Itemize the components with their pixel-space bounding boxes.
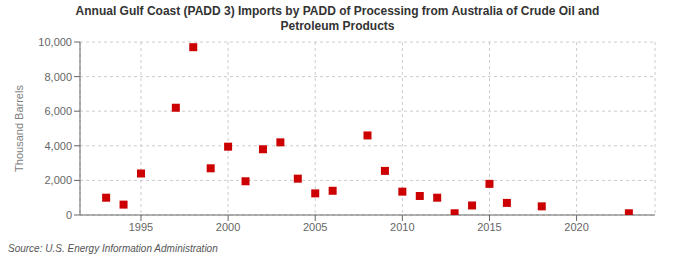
svg-text:Thousand Barrels: Thousand Barrels xyxy=(13,85,25,172)
svg-text:2020: 2020 xyxy=(564,221,588,233)
svg-text:0: 0 xyxy=(66,209,72,221)
svg-text:2015: 2015 xyxy=(477,221,501,233)
svg-text:2010: 2010 xyxy=(390,221,414,233)
svg-text:4,000: 4,000 xyxy=(44,140,72,152)
svg-text:6,000: 6,000 xyxy=(44,105,72,117)
svg-text:8,000: 8,000 xyxy=(44,71,72,83)
html-text:Annual Gulf Coast (PADD 3) Imp: Annual Gulf Coast (PADD 3) Imports by PA… xyxy=(75,4,600,33)
svg-text:10,000: 10,000 xyxy=(38,36,72,48)
html-text:Source: U.S. Energy Informatio: Source: U.S. Energy Information Administ… xyxy=(8,243,218,254)
svg-text:1995: 1995 xyxy=(129,221,153,233)
svg-text:2000: 2000 xyxy=(216,221,240,233)
svg-text:2,000: 2,000 xyxy=(44,174,72,186)
svg-text:2005: 2005 xyxy=(303,221,327,233)
